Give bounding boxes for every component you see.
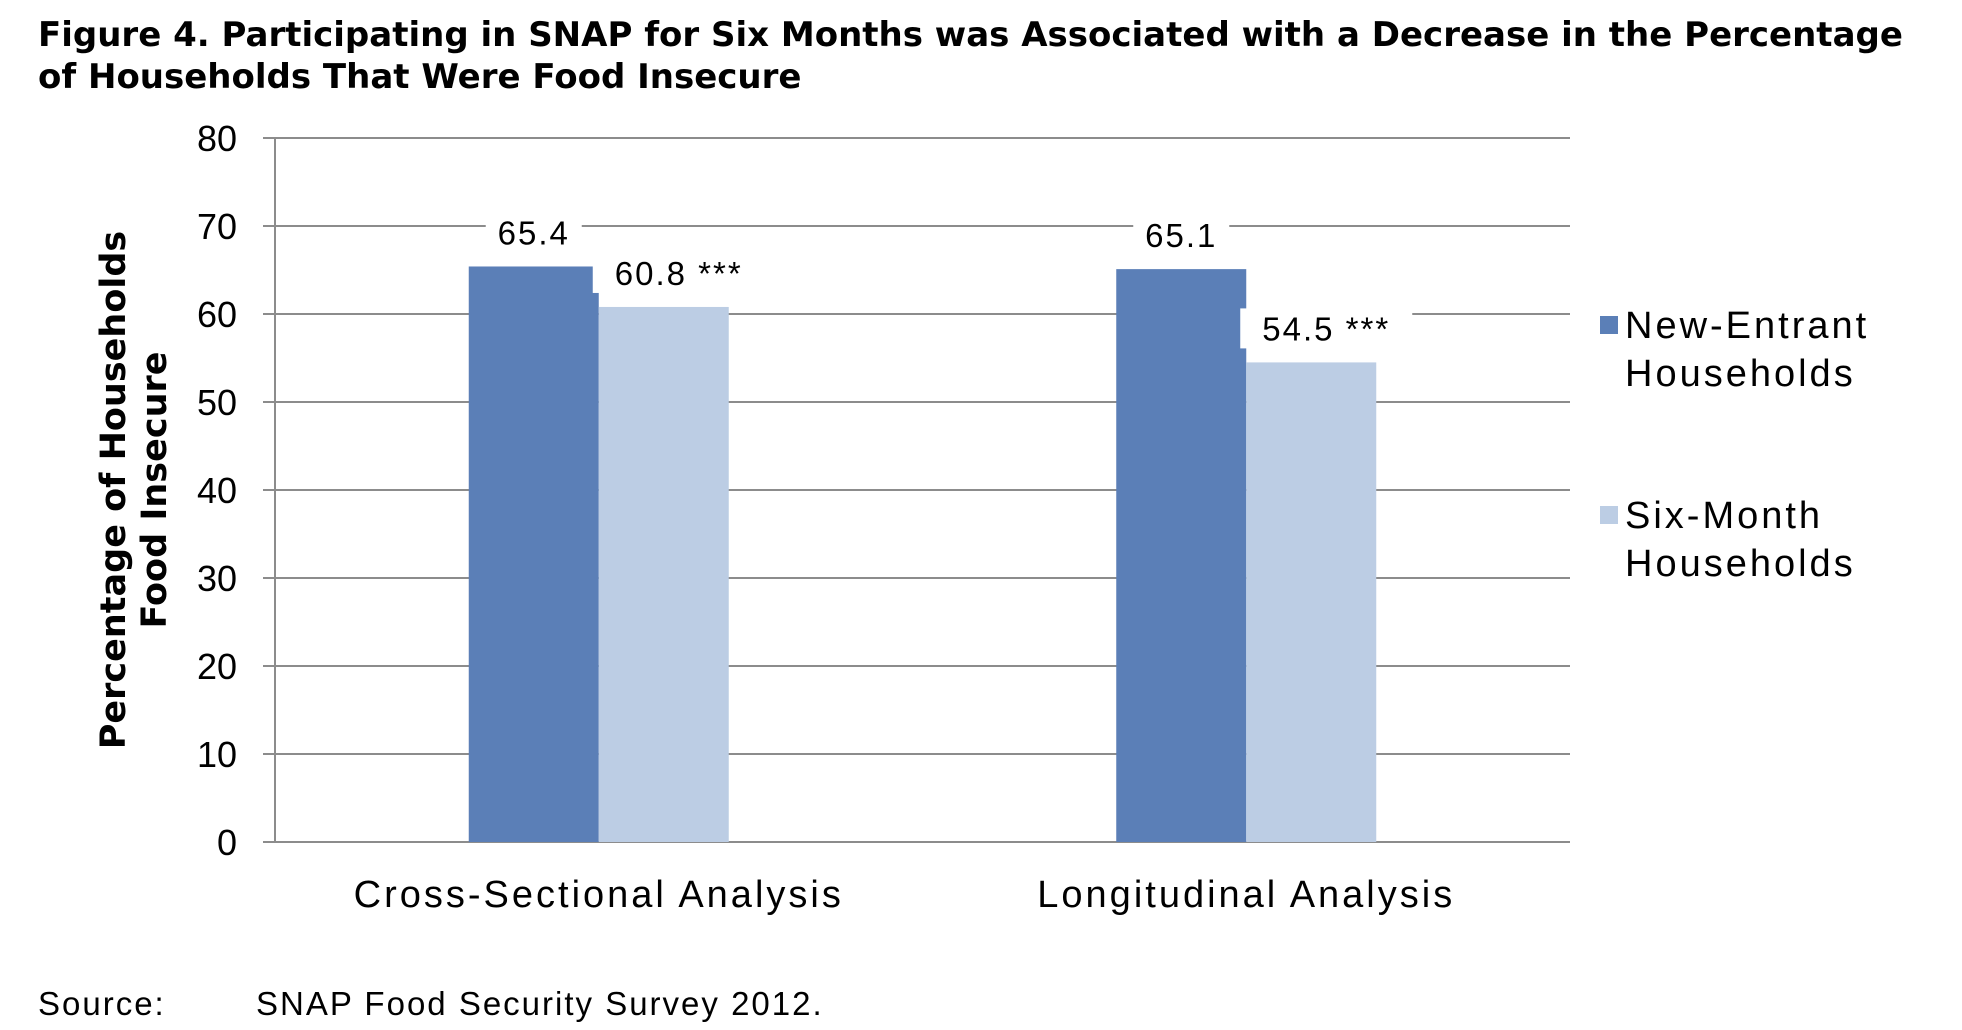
data-label: 60.8 *** (615, 255, 743, 292)
legend-label-line-2: Households (1625, 543, 1856, 585)
y-tick-label: 60 (197, 294, 237, 335)
bar (1246, 362, 1377, 842)
y-tick-label: 50 (197, 382, 237, 423)
y-tick-label: 80 (197, 118, 237, 159)
y-tick-label: 10 (197, 734, 237, 775)
y-tick-label: 30 (197, 558, 237, 599)
source-note: Source: SNAP Food Security Survey 2012. (38, 985, 824, 1023)
y-tick-label: 70 (197, 206, 237, 247)
data-label-background (1240, 308, 1413, 349)
y-tick-label: 0 (217, 822, 237, 863)
legend-label-line-1: Six-Month (1625, 495, 1823, 537)
legend-swatch (1600, 316, 1618, 334)
y-axis-title-line-2: Food Insecure (135, 352, 175, 629)
data-label: 54.5 *** (1262, 310, 1390, 347)
y-tick-label: 20 (197, 646, 237, 687)
legend-swatch (1600, 506, 1618, 524)
figure-title: Figure 4. Participating in SNAP for Six … (38, 15, 1903, 97)
legend-label-line-2: Households (1625, 353, 1856, 395)
source-label: Source: (38, 985, 166, 1022)
x-tick-label: Longitudinal Analysis (1037, 874, 1455, 916)
legend-label-line-1: New-Entrant (1625, 305, 1869, 347)
data-label: 65.4 (498, 214, 570, 251)
source-text: SNAP Food Security Survey 2012. (256, 985, 824, 1022)
data-label-background (485, 212, 582, 253)
data-label-background (592, 252, 765, 293)
bar (598, 306, 729, 843)
y-tick-label: 40 (197, 470, 237, 511)
bar (1116, 269, 1247, 842)
bar (468, 266, 599, 843)
data-label-background (1133, 215, 1230, 256)
y-axis-title-line-1: Percentage of Households (94, 231, 134, 750)
data-label: 65.1 (1145, 217, 1217, 254)
x-tick-label: Cross-Sectional Analysis (354, 874, 844, 916)
